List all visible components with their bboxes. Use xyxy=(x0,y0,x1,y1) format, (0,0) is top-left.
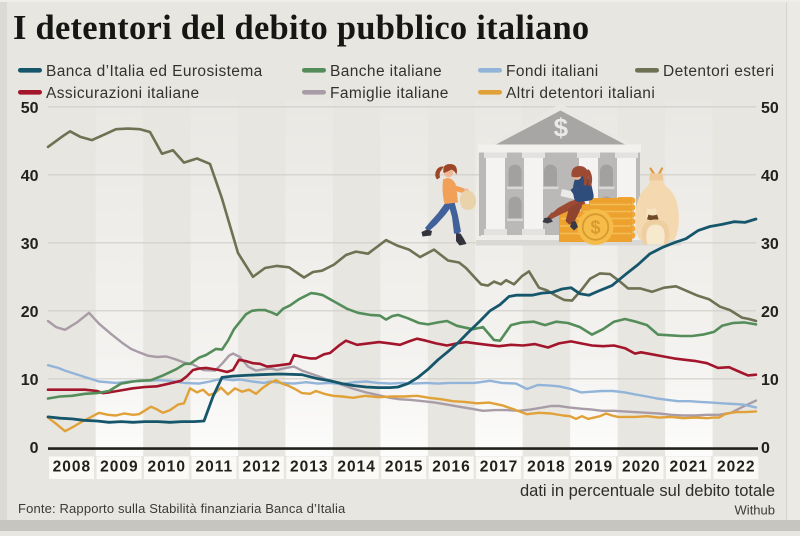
svg-text:2014: 2014 xyxy=(337,459,375,476)
svg-text:$: $ xyxy=(554,113,569,143)
svg-text:Detentori esteri: Detentori esteri xyxy=(663,63,775,80)
svg-text:$: $ xyxy=(590,218,600,238)
svg-text:2015: 2015 xyxy=(385,459,423,476)
svg-text:Altri detentori italiani: Altri detentori italiani xyxy=(506,85,655,102)
svg-text:2010: 2010 xyxy=(148,459,186,476)
svg-text:2022: 2022 xyxy=(717,459,755,476)
svg-text:30: 30 xyxy=(21,236,39,253)
svg-text:0: 0 xyxy=(30,440,39,457)
svg-text:Assicurazioni italiane: Assicurazioni italiane xyxy=(46,85,200,102)
svg-text:2013: 2013 xyxy=(290,459,328,476)
svg-text:20: 20 xyxy=(21,304,39,321)
svg-text:2017: 2017 xyxy=(480,459,518,476)
svg-text:30: 30 xyxy=(761,236,779,253)
svg-text:Withub: Withub xyxy=(735,503,775,518)
svg-text:2011: 2011 xyxy=(195,459,233,476)
svg-text:40: 40 xyxy=(761,168,779,185)
svg-text:20: 20 xyxy=(761,304,779,321)
svg-text:2008: 2008 xyxy=(53,459,91,476)
svg-text:2018: 2018 xyxy=(527,459,565,476)
svg-text:10: 10 xyxy=(21,372,39,389)
svg-text:Fondi italiani: Fondi italiani xyxy=(506,63,599,80)
svg-text:2019: 2019 xyxy=(575,459,613,476)
svg-text:I detentori del debito pubblic: I detentori del debito pubblico italiano xyxy=(13,9,589,47)
svg-text:Banche italiane: Banche italiane xyxy=(330,63,442,80)
svg-text:Banca d’Italia ed Eurosistema: Banca d’Italia ed Eurosistema xyxy=(46,63,263,80)
svg-text:0: 0 xyxy=(761,440,770,457)
svg-text:2016: 2016 xyxy=(432,459,470,476)
svg-text:2009: 2009 xyxy=(100,459,138,476)
svg-text:50: 50 xyxy=(761,100,779,117)
svg-text:50: 50 xyxy=(21,100,39,117)
svg-text:40: 40 xyxy=(21,168,39,185)
svg-text:2012: 2012 xyxy=(242,459,280,476)
svg-text:Famiglie italiane: Famiglie italiane xyxy=(330,85,449,102)
svg-text:dati in percentuale sul debito: dati in percentuale sul debito totale xyxy=(520,482,775,500)
svg-text:10: 10 xyxy=(761,372,779,389)
svg-text:Fonte: Rapporto sulla Stabilit: Fonte: Rapporto sulla Stabilità finanzia… xyxy=(18,501,346,516)
svg-text:2021: 2021 xyxy=(670,459,708,476)
svg-text:2020: 2020 xyxy=(622,459,660,476)
